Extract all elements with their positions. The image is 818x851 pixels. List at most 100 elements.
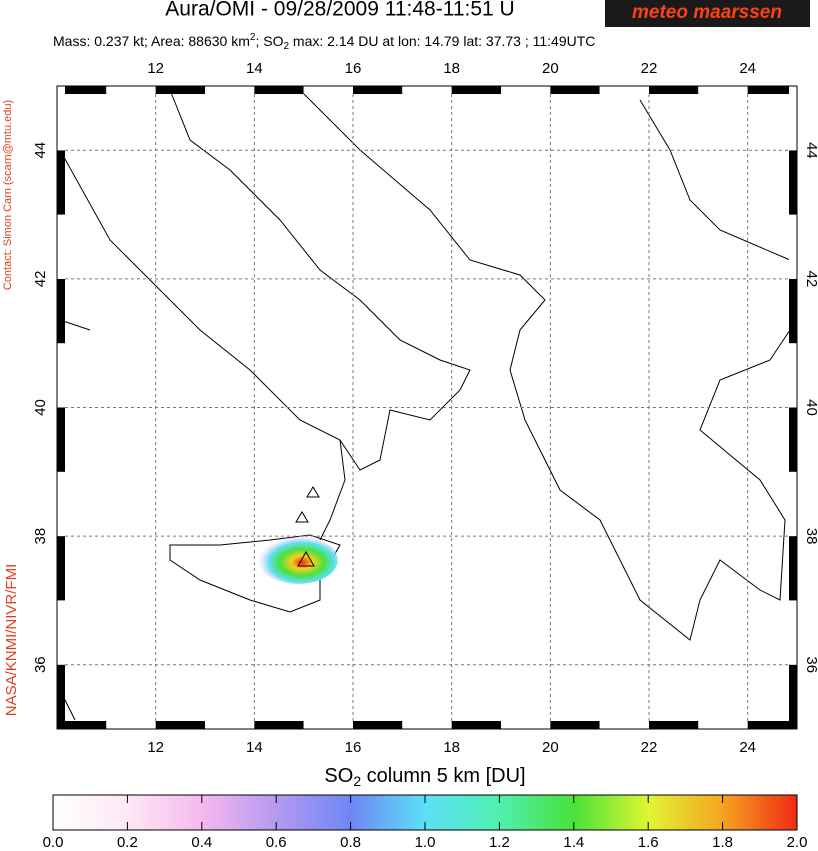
border-block	[57, 721, 107, 729]
border-block	[303, 86, 353, 94]
border-block	[649, 86, 699, 94]
stats-text: Mass: 0.237 kt; Area: 88630 km	[53, 33, 250, 49]
lat-label: 42	[32, 271, 49, 288]
colorbar-label: SO2 column 5 km [DU]	[324, 765, 525, 788]
border-block	[57, 407, 65, 472]
border-block	[303, 721, 353, 729]
border-block	[254, 721, 304, 729]
colorbar-tick-label: 0.8	[340, 834, 361, 851]
border-block	[57, 214, 65, 279]
title: Aura/OMI - 09/28/2009 11:48-11:51 U	[165, 0, 514, 21]
stats-sup: 2	[250, 32, 256, 43]
so2-plume	[258, 536, 338, 584]
border-block	[254, 86, 304, 94]
lon-label: 12	[147, 739, 164, 756]
lon-label: 16	[345, 739, 362, 756]
lon-label: 18	[443, 739, 460, 756]
lon-label: 20	[542, 60, 559, 77]
border-block	[57, 536, 65, 601]
colorbar-label-sub: 2	[353, 773, 361, 789]
border-block	[205, 721, 255, 729]
lon-label: 24	[739, 60, 756, 77]
border-block	[451, 721, 501, 729]
border-block	[747, 721, 797, 729]
lat-label: 36	[32, 656, 49, 673]
lon-label: 18	[443, 60, 460, 77]
colorbar-tick-label: 1.4	[563, 834, 584, 851]
border-block	[57, 150, 65, 215]
border-block	[57, 278, 65, 344]
border-block	[550, 721, 600, 729]
border-block	[106, 86, 156, 94]
border-block	[106, 721, 156, 729]
border-block	[698, 721, 748, 729]
border-block	[501, 721, 551, 729]
border-block	[789, 600, 797, 665]
border-block	[789, 86, 797, 151]
lat-label: 40	[803, 399, 818, 416]
border-block	[789, 664, 797, 729]
border-block	[698, 86, 748, 94]
credit: NASA/KNMI/NIVR/FMI	[3, 564, 20, 717]
logo-box	[605, 0, 810, 27]
colorbar-tick-label: 2.0	[787, 834, 808, 851]
colorbar-tick-label: 0.2	[117, 834, 138, 851]
coastline	[59, 89, 791, 721]
lon-label: 12	[147, 60, 164, 77]
map-frame	[56, 85, 798, 730]
border-block	[402, 721, 452, 729]
lon-label: 22	[641, 60, 658, 77]
border-block	[155, 721, 205, 729]
border-block	[57, 664, 65, 729]
border-block	[789, 471, 797, 537]
contact: Contact: Simon Carn (scarn@mtu.edu)	[2, 100, 14, 290]
lon-label: 14	[246, 739, 263, 756]
border-block	[451, 86, 501, 94]
lat-label: 42	[803, 271, 818, 288]
lat-label: 38	[803, 528, 818, 545]
border-block	[789, 407, 797, 472]
colorbar-label-text: SO	[324, 765, 353, 787]
lon-label: 24	[739, 739, 756, 756]
lon-label: 16	[345, 60, 362, 77]
colorbar-tick-label: 0.4	[191, 834, 212, 851]
stats-sub: 2	[283, 41, 289, 52]
stats-text: ; SO	[255, 33, 283, 49]
colorbar-tick-label: 0.6	[266, 834, 287, 851]
border-block	[747, 86, 797, 94]
border-block	[57, 600, 65, 665]
border-block	[789, 536, 797, 601]
lon-label: 14	[246, 60, 263, 77]
colorbar-tick-label: 1.8	[712, 834, 733, 851]
lat-label: 36	[803, 656, 818, 673]
volcano	[295, 486, 320, 567]
stats-text: max: 2.14 DU at lon: 14.79 lat: 37.73 ; …	[289, 33, 595, 49]
border-block	[599, 721, 649, 729]
colorbar-tick-label: 1.2	[489, 834, 510, 851]
border-block	[550, 86, 600, 94]
border-block	[57, 471, 65, 537]
border-block	[789, 278, 797, 344]
border-block	[599, 86, 649, 94]
lat-label: 44	[32, 142, 49, 159]
border-block	[57, 343, 65, 408]
border-block	[57, 86, 65, 151]
border-block	[353, 86, 403, 94]
border-block	[205, 86, 255, 94]
colorbar-tick-label: 1.6	[638, 834, 659, 851]
border-block	[649, 721, 699, 729]
border-block	[155, 86, 205, 94]
lon-label: 20	[542, 739, 559, 756]
map	[56, 85, 798, 730]
colorbar-tick-label: 1.0	[415, 834, 436, 851]
lon-label: 22	[641, 739, 658, 756]
logo: meteo maarssen	[632, 2, 782, 23]
colorbar-tick-label: 0.0	[43, 834, 64, 851]
lat-label: 40	[32, 399, 49, 416]
lat-label: 38	[32, 528, 49, 545]
border-block	[57, 86, 107, 94]
border-block	[353, 721, 403, 729]
border-block	[402, 86, 452, 94]
border-block	[789, 150, 797, 215]
